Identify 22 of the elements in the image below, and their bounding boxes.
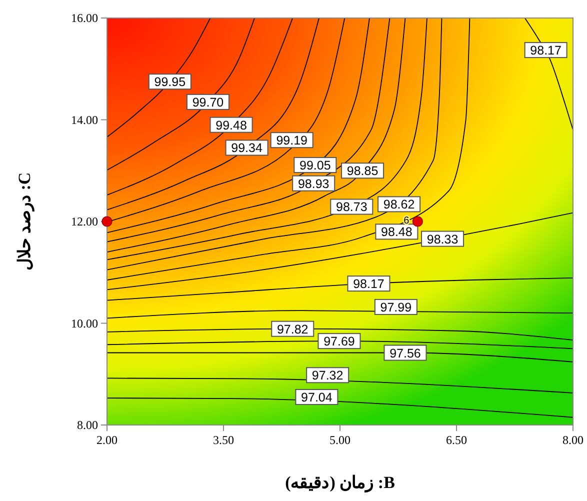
annotation: 97.04 xyxy=(301,390,332,405)
x-tick-label: 8.00 xyxy=(562,433,584,447)
point xyxy=(102,216,112,227)
x-tick-label: 5.00 xyxy=(330,433,350,447)
y-tick-label: 8.00 xyxy=(77,418,98,432)
y-tick-label: 16.00 xyxy=(71,11,98,25)
annotation: 98.17 xyxy=(530,44,562,58)
y-tick-label: 14.00 xyxy=(71,112,98,127)
y-axis-title: C: درصد حلال xyxy=(15,172,35,271)
point xyxy=(412,216,423,227)
x-tick-label: 6.50 xyxy=(446,433,467,447)
annotation: 97.99 xyxy=(380,300,412,314)
annotation: 98.62 xyxy=(383,198,415,212)
annotation: 98.48 xyxy=(381,225,412,240)
annotation: 97.32 xyxy=(312,368,344,383)
x-tick-label: 2.00 xyxy=(96,433,118,447)
annotation: 99.19 xyxy=(276,134,308,148)
y-tick-label: 12.00 xyxy=(71,214,98,228)
x-axis-title: B: زمان (دقیقه) xyxy=(285,473,395,493)
line-series xyxy=(107,212,573,290)
x-tick-label: 3.50 xyxy=(213,433,234,447)
y-tick-label: 10.00 xyxy=(71,316,98,330)
